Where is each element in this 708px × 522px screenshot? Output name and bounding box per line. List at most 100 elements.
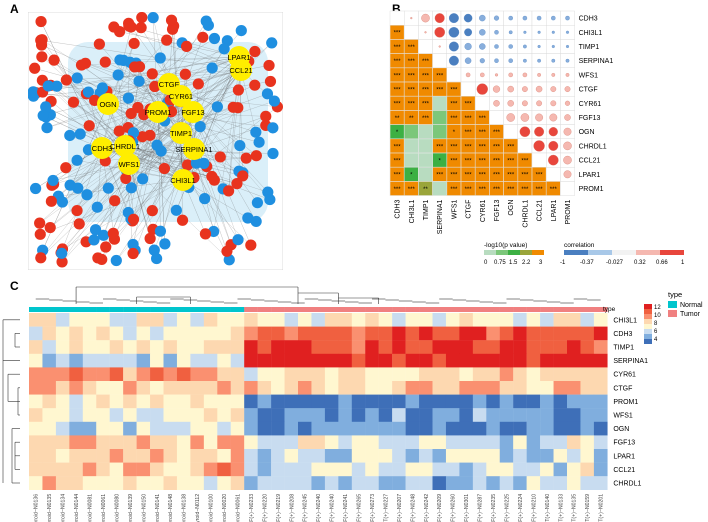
- heat-cell: [324, 367, 339, 382]
- heat-cell: [190, 462, 205, 477]
- network-node: [235, 25, 247, 37]
- network-edge: [33, 56, 240, 93]
- heat-cell: [513, 353, 527, 368]
- type-bar-cell: [203, 307, 218, 312]
- heat-cell: [176, 435, 191, 450]
- heat-cell: [432, 326, 447, 341]
- network-node: [260, 110, 272, 122]
- sample-label: PTC−RET(+)−N0140: [545, 494, 551, 522]
- sample-label: normal_thyroid−N0141: [155, 494, 161, 522]
- corr-row-label: WFS1: [579, 72, 599, 79]
- heat-cell: [459, 381, 474, 395]
- heat-cell: [472, 353, 487, 368]
- heat-cell: [298, 408, 312, 422]
- network-edge: [53, 163, 130, 185]
- type-bar-cell: [230, 307, 245, 312]
- heat-cell: [365, 394, 379, 409]
- sample-label: PTC−BRAF(+)−N0273: [370, 494, 376, 522]
- heat-cell: [526, 326, 541, 341]
- heat-cell: [163, 367, 178, 382]
- significance-stars: ***: [394, 187, 402, 193]
- heat-cell: [29, 476, 43, 490]
- heat-cell: [244, 340, 258, 354]
- heat-cell: [392, 435, 406, 450]
- heat-cell: [230, 462, 245, 477]
- network-node: [108, 21, 120, 33]
- heat-cell: [82, 394, 97, 409]
- network-node: [227, 101, 239, 113]
- significance-stars: ***: [479, 144, 487, 150]
- corr-circle: [565, 30, 570, 34]
- heat-cell: [351, 476, 366, 490]
- corr-circle: [522, 72, 528, 78]
- heat-cell: [150, 476, 164, 490]
- network-node: [47, 174, 59, 187]
- heat-cell: [109, 340, 124, 354]
- heat-cell: [445, 435, 460, 450]
- heat-cell: [257, 367, 272, 382]
- network-node: [56, 196, 69, 208]
- heat-cell: [378, 367, 393, 382]
- heat-cell: [378, 435, 393, 450]
- heat-cell: [42, 394, 57, 409]
- corr-circle: [533, 140, 545, 152]
- significance-stars: ***: [465, 187, 473, 193]
- network-node: [151, 252, 163, 265]
- corr-circle: [494, 44, 499, 49]
- heat-cell: [123, 340, 137, 354]
- heat-cell: [298, 353, 312, 368]
- heat-cell: [284, 313, 299, 327]
- heat-cell: [486, 326, 500, 341]
- corr-col-label: WFS1: [451, 200, 458, 220]
- heat-cell: [593, 340, 608, 354]
- heat-row-label: LPAR1: [613, 453, 635, 460]
- heat-cell: [271, 367, 285, 382]
- heat-cell: [553, 313, 568, 327]
- heat-cell: [190, 340, 205, 354]
- heat-row-label: FGF13: [613, 440, 635, 447]
- p-value-cell: [390, 110, 404, 125]
- heat-cell: [392, 421, 406, 436]
- heat-cell: [351, 394, 366, 409]
- heat-cell: [230, 313, 245, 327]
- network-node: [40, 101, 52, 113]
- network-node: [179, 68, 191, 80]
- heat-cell: [526, 462, 541, 477]
- heat-cell: [150, 449, 164, 463]
- heat-cell: [365, 326, 379, 341]
- heat-cell: [284, 462, 299, 477]
- heat-cell: [55, 435, 70, 450]
- corr-circle: [438, 45, 441, 48]
- significance-stars: ***: [450, 102, 458, 108]
- corr-circle: [479, 43, 486, 50]
- network-edge: [62, 145, 126, 203]
- heat-cell: [230, 326, 245, 341]
- heat-cell: [136, 476, 151, 490]
- p-value-cell: [404, 39, 419, 54]
- corr-col-label: FGF13: [494, 200, 501, 222]
- p-value-cell: [447, 82, 461, 96]
- hub-label: SERPINA1: [175, 145, 212, 154]
- heat-cell: [419, 340, 433, 354]
- network-node: [127, 213, 140, 225]
- network-node: [199, 193, 211, 205]
- heat-cell: [593, 435, 608, 450]
- network-edge: [95, 69, 242, 230]
- heat-cell: [567, 313, 581, 327]
- corr-circle: [537, 58, 541, 63]
- heat-cell: [284, 340, 299, 354]
- heat-cell: [459, 476, 474, 490]
- heat-cell: [284, 435, 299, 450]
- heat-cell: [459, 353, 474, 368]
- network-node: [149, 80, 161, 93]
- significance-stars: ***: [536, 173, 544, 179]
- corr-circle: [520, 113, 530, 122]
- legend-label-tumor: Tumor: [680, 311, 701, 318]
- heat-cell: [230, 353, 245, 368]
- heat-cell: [392, 313, 406, 327]
- corr-circle: [551, 44, 555, 49]
- heat-cell: [55, 476, 70, 490]
- network-edge: [128, 163, 151, 239]
- heat-cell: [190, 449, 205, 463]
- network-node: [29, 182, 42, 195]
